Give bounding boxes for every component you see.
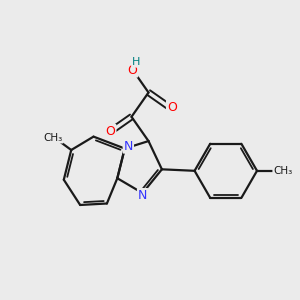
Text: CH₃: CH₃ [44, 133, 63, 143]
Text: CH₃: CH₃ [273, 166, 292, 176]
Text: O: O [128, 64, 137, 76]
Text: H: H [132, 57, 140, 67]
Text: O: O [167, 101, 177, 114]
Text: O: O [106, 125, 116, 138]
Text: N: N [124, 140, 133, 153]
Text: N: N [138, 189, 147, 202]
